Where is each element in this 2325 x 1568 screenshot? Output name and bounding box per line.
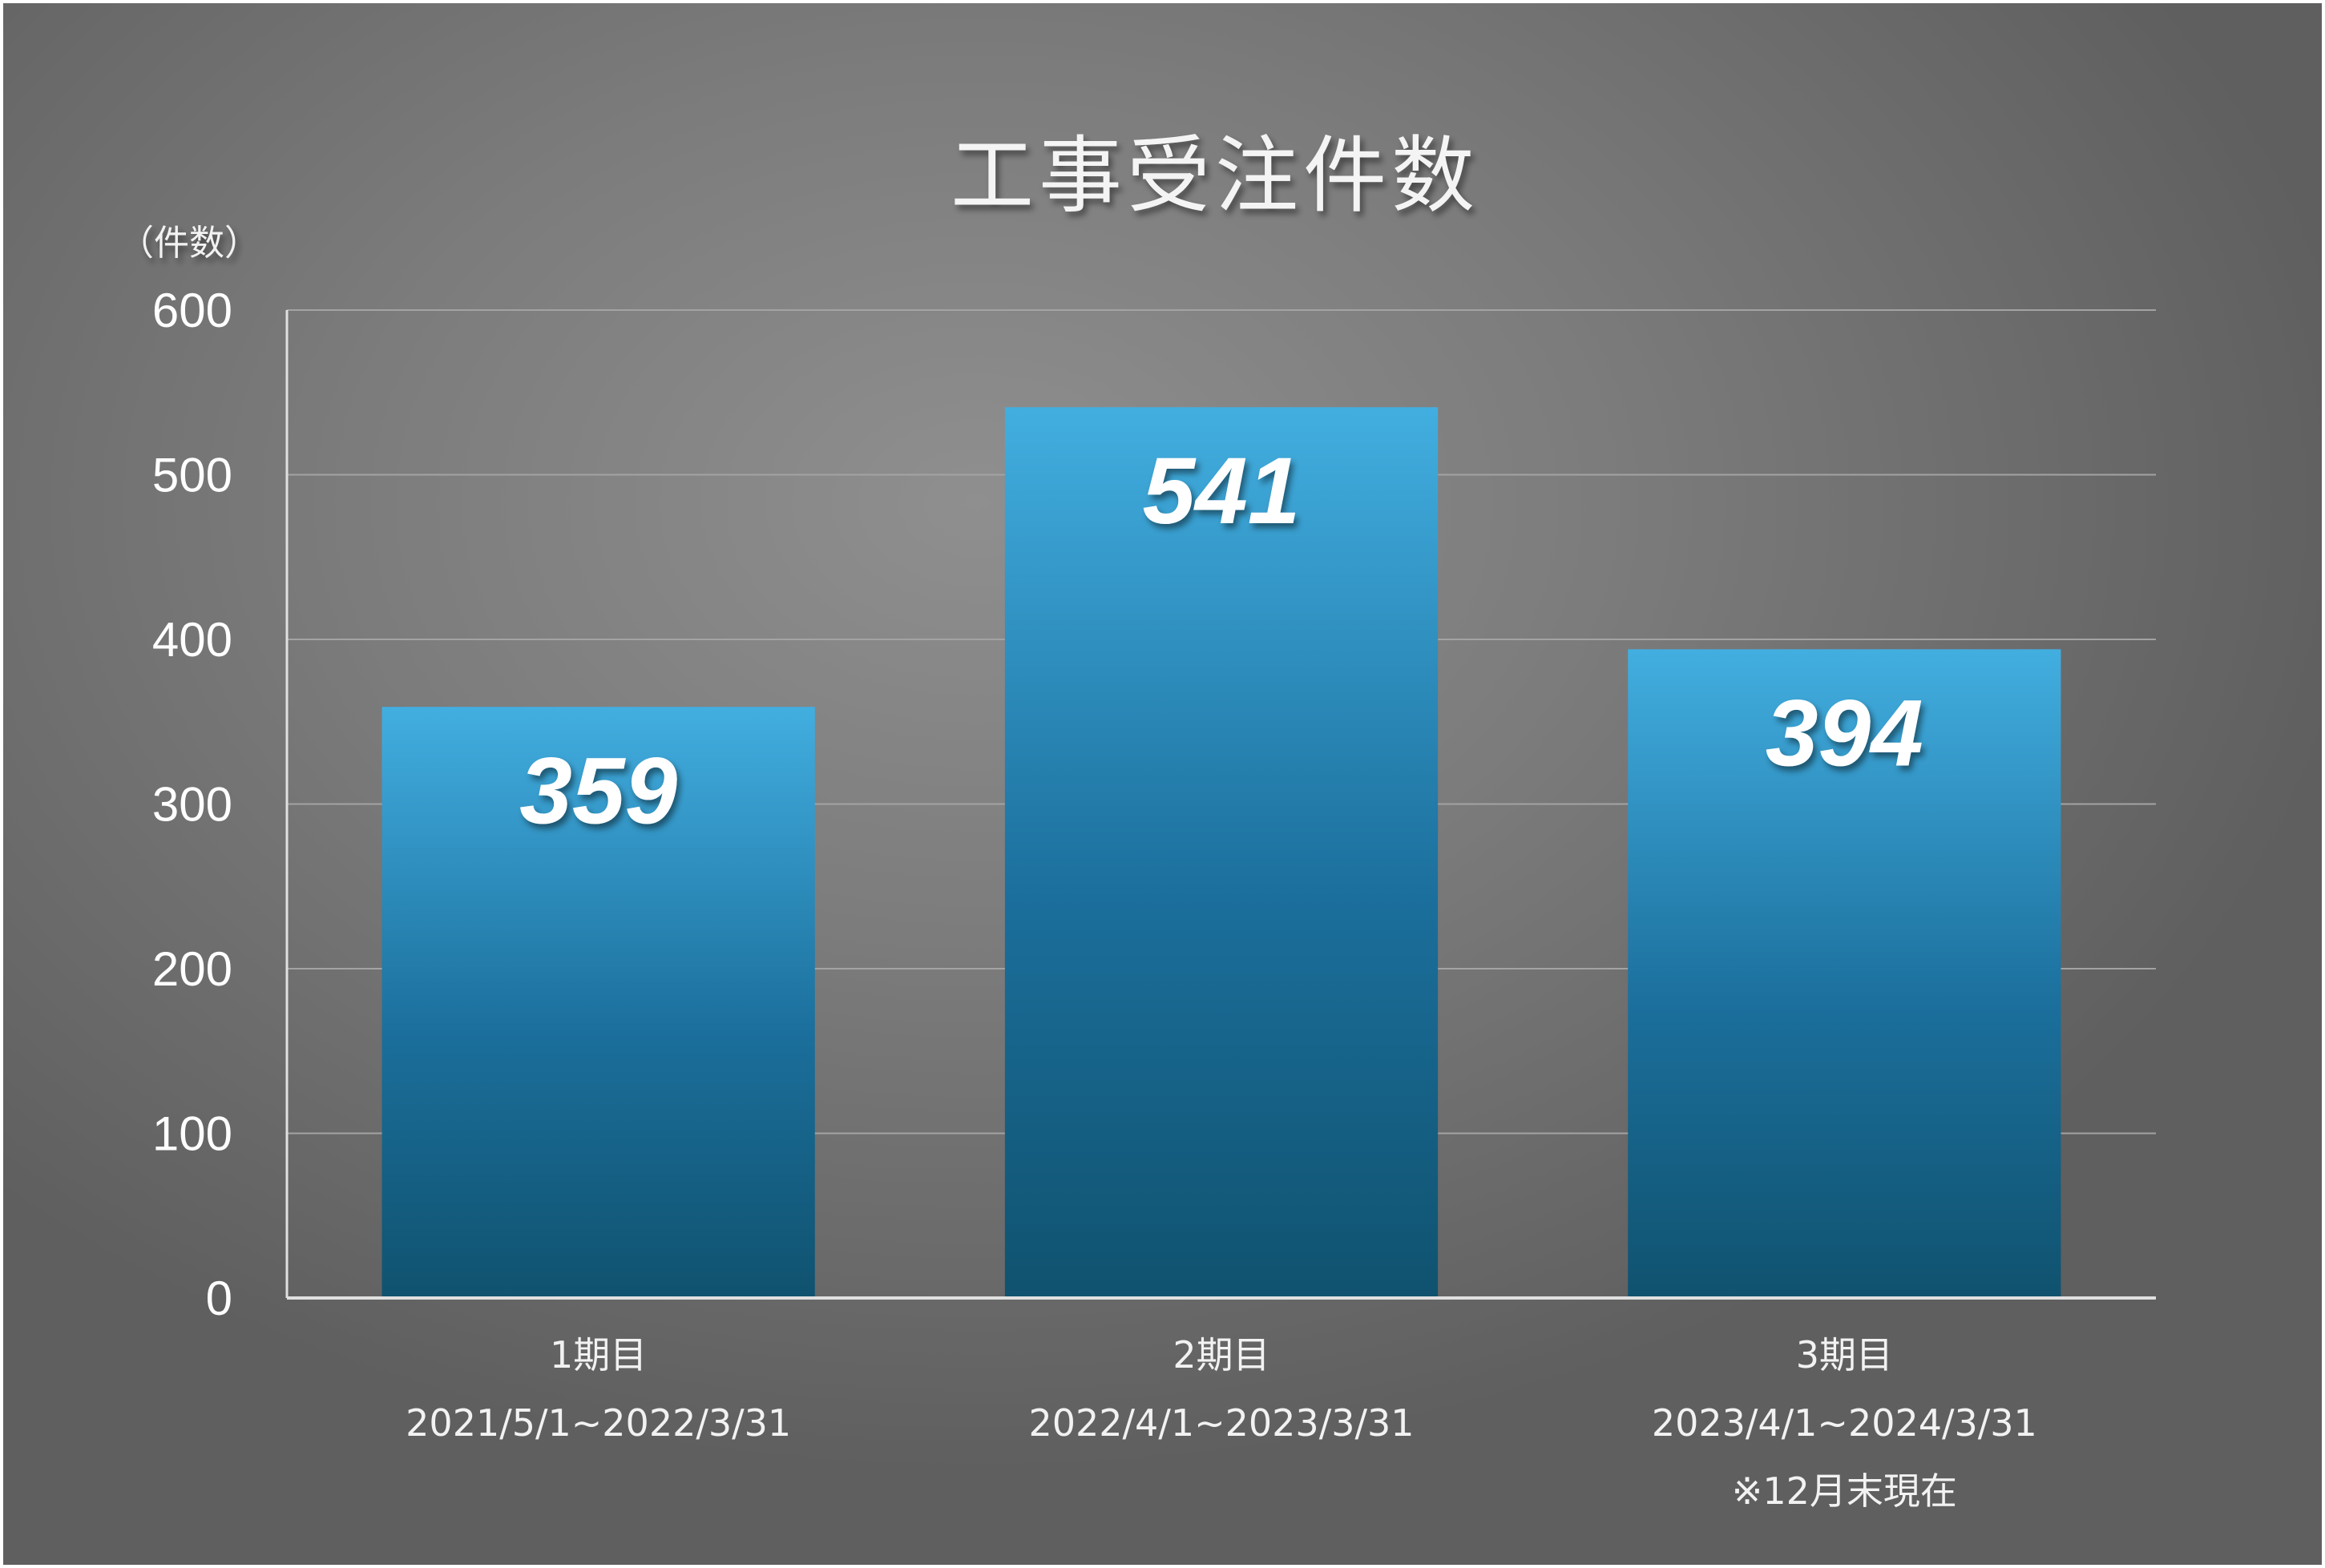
- y-tick-label-200: 200: [152, 942, 232, 996]
- y-tick-label-600: 600: [152, 284, 232, 337]
- y-tick-label-0: 0: [206, 1272, 232, 1325]
- y-tick-label-400: 400: [152, 613, 232, 667]
- chart-title: 工事受注件数: [951, 127, 1479, 224]
- bar-value-label-3: 394: [1766, 680, 1923, 786]
- x-category-name-3: 3期目: [1796, 1333, 1893, 1377]
- y-tick-label-100: 100: [152, 1107, 232, 1161]
- x-category-period-2: 2022/4/1~2023/3/31: [1028, 1401, 1414, 1445]
- bar-3: [1628, 649, 2061, 1298]
- x-category-name-1: 1期目: [550, 1333, 647, 1377]
- y-tick-label-500: 500: [152, 449, 232, 502]
- y-axis-unit-label: （件数）: [119, 223, 260, 264]
- x-category-period-1: 2021/5/1~2022/3/31: [406, 1401, 791, 1445]
- bar-1: [381, 707, 815, 1298]
- x-category-note-3: ※12月末現在: [1732, 1469, 1957, 1513]
- bar-value-label-2: 541: [1143, 438, 1301, 544]
- bar-value-label-1: 359: [519, 738, 677, 844]
- y-tick-label-300: 300: [152, 778, 232, 832]
- x-category-name-2: 2期目: [1173, 1333, 1269, 1377]
- x-category-period-3: 2023/4/1~2024/3/31: [1652, 1401, 2037, 1445]
- bar-2: [1004, 407, 1439, 1298]
